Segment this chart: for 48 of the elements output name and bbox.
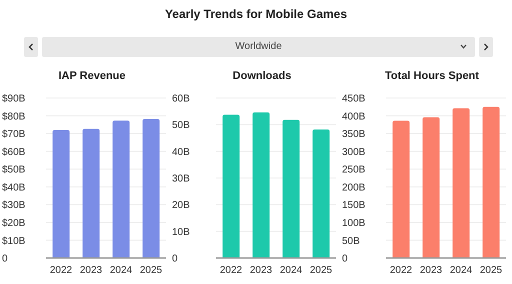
y-tick-label: $80B: [2, 111, 26, 122]
y-tick-label: $60B: [2, 146, 26, 158]
x-tick-label: 2023: [420, 265, 443, 276]
x-tick-label: 2023: [80, 265, 103, 276]
x-tick-label: 2022: [50, 265, 73, 276]
y-tick-label: $90B: [2, 94, 26, 105]
y-tick-label: 150B: [342, 200, 366, 212]
y-tick-label: $30B: [2, 200, 26, 212]
y-tick-label: 0: [2, 254, 8, 265]
y-tick-label: 350B: [342, 129, 366, 140]
y-tick-label: 0: [342, 254, 348, 265]
y-tick-label: 300B: [342, 146, 366, 158]
x-tick-label: 2023: [250, 265, 273, 276]
chart-title: IAP Revenue: [57, 70, 127, 84]
x-tick-label: 2025: [310, 265, 333, 276]
x-tick-label: 2022: [390, 265, 413, 276]
bar: [252, 112, 270, 258]
x-tick-label: 2025: [480, 265, 503, 276]
x-tick-label: 2025: [140, 265, 163, 276]
chart-title: Downloads: [232, 70, 292, 84]
x-tick-label: 2022: [220, 265, 243, 276]
chart-title: Total Hours Spent: [384, 70, 480, 84]
y-tick-label: $70B: [2, 129, 26, 140]
x-tick-label: 2024: [110, 265, 133, 276]
y-tick-label: 100B: [342, 218, 366, 229]
y-tick-label: 450B: [342, 94, 366, 105]
text: Yearly Trends for Mobile Games: [164, 7, 348, 21]
y-tick-label: 50B: [172, 120, 190, 132]
y-tick-label: 50B: [342, 236, 360, 247]
bar: [282, 120, 300, 258]
y-tick-label: 10B: [172, 226, 190, 238]
bar: [312, 129, 330, 258]
y-tick-label: 250B: [342, 164, 366, 176]
y-tick-label: $20B: [2, 218, 26, 229]
x-tick-label: 2024: [450, 265, 473, 276]
y-tick-label: 30B: [172, 174, 190, 185]
y-tick-label: 40B: [172, 146, 190, 158]
bar: [222, 114, 240, 258]
y-tick-label: 400B: [342, 111, 366, 122]
y-tick-label: $40B: [2, 182, 26, 194]
dropdown-field: Worldwide: [42, 37, 475, 57]
y-tick-label: 0: [172, 254, 178, 265]
y-tick-label: $50B: [2, 164, 26, 176]
y-tick-label: 200B: [342, 182, 366, 194]
y-tick-label: 60B: [172, 94, 190, 105]
x-tick-label: 2024: [280, 265, 303, 276]
y-tick-label: 20B: [172, 200, 190, 212]
y-tick-label: $10B: [2, 236, 26, 247]
